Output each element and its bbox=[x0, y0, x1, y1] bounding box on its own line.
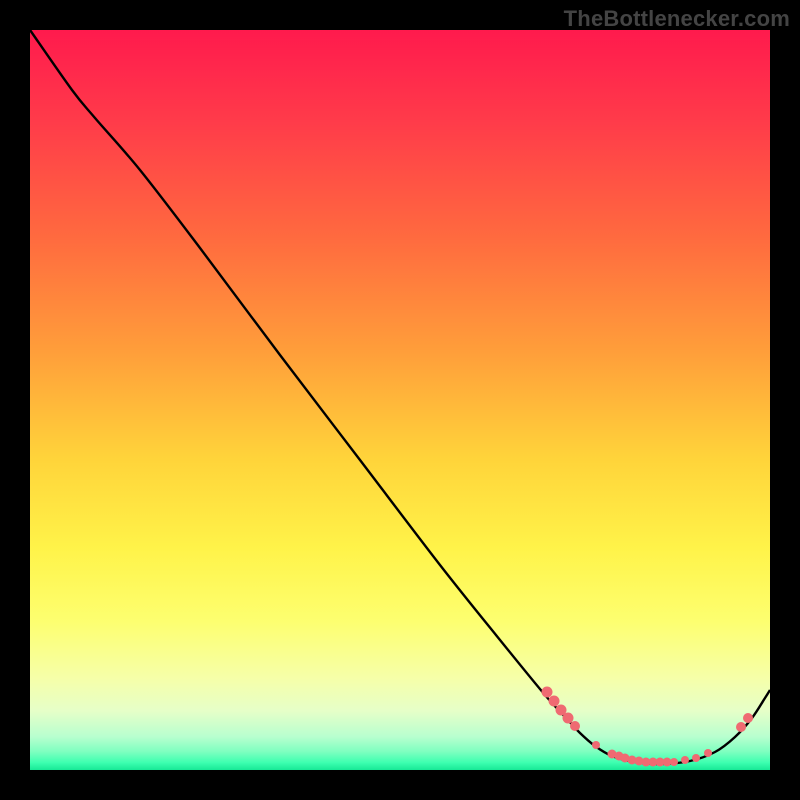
curve-marker bbox=[570, 721, 580, 731]
curve-marker bbox=[736, 722, 746, 732]
curve-marker bbox=[542, 687, 553, 698]
bottleneck-curve-chart bbox=[0, 0, 800, 800]
curve-marker bbox=[592, 741, 600, 749]
curve-marker bbox=[549, 696, 560, 707]
watermark-text: TheBottlenecker.com bbox=[564, 6, 790, 32]
plot-background bbox=[30, 30, 770, 770]
curve-marker bbox=[692, 754, 700, 762]
curve-marker bbox=[704, 749, 712, 757]
curve-marker bbox=[563, 713, 574, 724]
curve-marker bbox=[670, 758, 678, 766]
curve-marker bbox=[681, 756, 689, 764]
curve-marker bbox=[743, 713, 753, 723]
